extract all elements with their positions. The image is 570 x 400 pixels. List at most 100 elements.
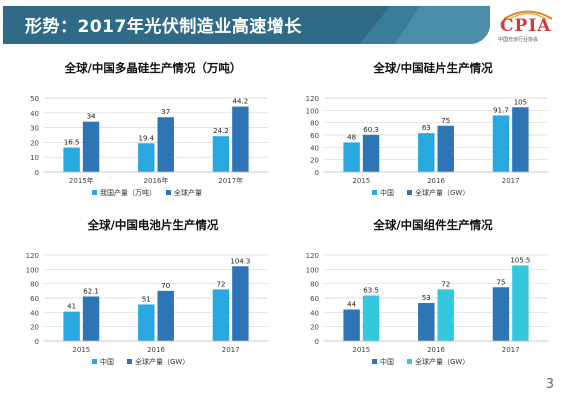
- y-tick-label: 20: [310, 324, 319, 332]
- legend-swatch: [407, 190, 412, 195]
- data-label: 72: [216, 280, 225, 288]
- legend-swatch: [127, 359, 132, 364]
- y-tick-label: 100: [26, 266, 39, 274]
- legend-swatch: [372, 190, 377, 195]
- data-label: 105: [514, 98, 527, 106]
- y-tick-label: 10: [30, 154, 39, 162]
- bar: [512, 107, 529, 172]
- data-label: 34: [87, 113, 96, 121]
- chart-polysilicon: 全球/中国多晶硅生产情况（万吨） 0 10 20 30 40 50 16.5 34 2015年 19…: [12, 58, 282, 206]
- x-tick-label: 2015年: [69, 176, 94, 185]
- legend-label: 全球产量（GW）: [415, 188, 469, 197]
- y-tick-label: 100: [306, 107, 319, 115]
- data-label: 75: [496, 278, 505, 286]
- y-tick-label: 80: [310, 120, 319, 128]
- y-tick-label: 40: [30, 309, 39, 317]
- bar: [157, 290, 174, 341]
- chart-title: 全球/中国多晶硅生产情况（万吨）: [64, 61, 242, 75]
- data-label: 37: [161, 108, 170, 116]
- page-number: 3: [545, 377, 554, 392]
- legend-label: 我国产量（万吨）: [100, 188, 156, 197]
- y-tick-label: 20: [30, 139, 39, 147]
- cpia-logo: CPIA 中国光伏行业协会: [496, 6, 560, 46]
- data-label: 53: [422, 294, 431, 302]
- y-tick-label: 0: [315, 169, 319, 177]
- bar: [362, 295, 380, 341]
- slide-header: 形势：2017年光伏制造业高速增长 CPIA 中国光伏行业协会: [0, 0, 570, 52]
- y-tick-label: 20: [310, 157, 319, 165]
- legend-label: 中国: [380, 357, 394, 366]
- bar: [232, 266, 249, 341]
- y-tick-label: 120: [306, 252, 319, 260]
- y-tick-label: 80: [30, 281, 39, 289]
- y-tick-label: 0: [35, 338, 39, 346]
- bar: [212, 289, 230, 341]
- x-tick-label: 2015: [72, 346, 90, 354]
- x-tick-label: 2016: [427, 177, 445, 185]
- y-tick-label: 60: [310, 295, 319, 303]
- y-tick-label: 40: [310, 309, 319, 317]
- data-label: 44: [347, 300, 356, 308]
- y-tick-label: 40: [30, 110, 39, 118]
- data-label: 51: [142, 295, 151, 303]
- y-tick-label: 60: [30, 295, 39, 303]
- y-tick-label: 120: [306, 95, 319, 103]
- x-tick-label: 2016年: [144, 176, 169, 185]
- bar: [362, 134, 380, 172]
- bar: [492, 115, 510, 172]
- logo-text: CPIA: [500, 16, 552, 36]
- data-label: 41: [67, 303, 76, 311]
- legend-label: 中国: [100, 357, 114, 366]
- x-tick-label: 2017年: [218, 176, 243, 185]
- data-label: 19.4: [138, 134, 154, 142]
- bar: [512, 265, 529, 341]
- y-tick-label: 50: [30, 95, 39, 103]
- data-label: 70: [161, 282, 170, 290]
- chart-cell: 全球/中国电池片生产情况 0 20 40 60 80 100 120 41 62.1 2015 51 7…: [12, 215, 282, 375]
- bar: [418, 303, 435, 341]
- sun-icon: [503, 10, 553, 20]
- data-label: 48: [347, 133, 356, 141]
- bar: [138, 304, 155, 341]
- data-label: 60.3: [363, 126, 379, 134]
- data-label: 75: [441, 117, 450, 125]
- legend-swatch: [92, 359, 97, 364]
- legend-label: 全球产量: [174, 188, 202, 197]
- y-tick-label: 20: [30, 324, 39, 332]
- y-tick-label: 60: [310, 132, 319, 140]
- chart-title: 全球/中国电池片生产情况: [87, 218, 219, 232]
- y-tick-label: 0: [315, 338, 319, 346]
- data-label: 105.5: [510, 256, 530, 264]
- bar: [63, 147, 80, 172]
- legend-label: 全球产量（GW）: [415, 357, 469, 366]
- bar: [157, 117, 174, 172]
- y-tick-label: 0: [35, 169, 39, 177]
- data-label: 44.2: [233, 98, 249, 106]
- x-tick-label: 2017: [222, 346, 240, 354]
- bar: [437, 289, 454, 341]
- slide-title: 形势：2017年光伏制造业高速增长: [25, 17, 302, 37]
- bar: [418, 133, 435, 172]
- title-banner: 形势：2017年光伏制造业高速增长: [3, 6, 490, 44]
- bar: [212, 136, 230, 172]
- bar: [343, 142, 360, 172]
- legend-label: 中国: [380, 188, 394, 197]
- y-tick-label: 80: [310, 281, 319, 289]
- data-label: 24.2: [213, 127, 229, 135]
- y-tick-label: 120: [26, 252, 39, 260]
- data-label: 63.5: [363, 286, 379, 294]
- bar: [138, 143, 155, 172]
- data-label: 62.1: [83, 287, 99, 295]
- logo-subtitle: 中国光伏行业协会: [498, 37, 539, 43]
- bar: [343, 309, 360, 341]
- x-tick-label: 2015: [352, 346, 370, 354]
- legend-swatch: [92, 190, 97, 195]
- y-tick-label: 100: [306, 266, 319, 274]
- data-label: 16.5: [64, 139, 80, 147]
- data-label: 72: [441, 280, 450, 288]
- bar: [232, 106, 249, 172]
- y-tick-label: 30: [30, 125, 39, 133]
- x-tick-label: 2015: [352, 177, 370, 185]
- data-label: 104.3: [230, 257, 250, 265]
- x-tick-label: 2017: [502, 177, 520, 185]
